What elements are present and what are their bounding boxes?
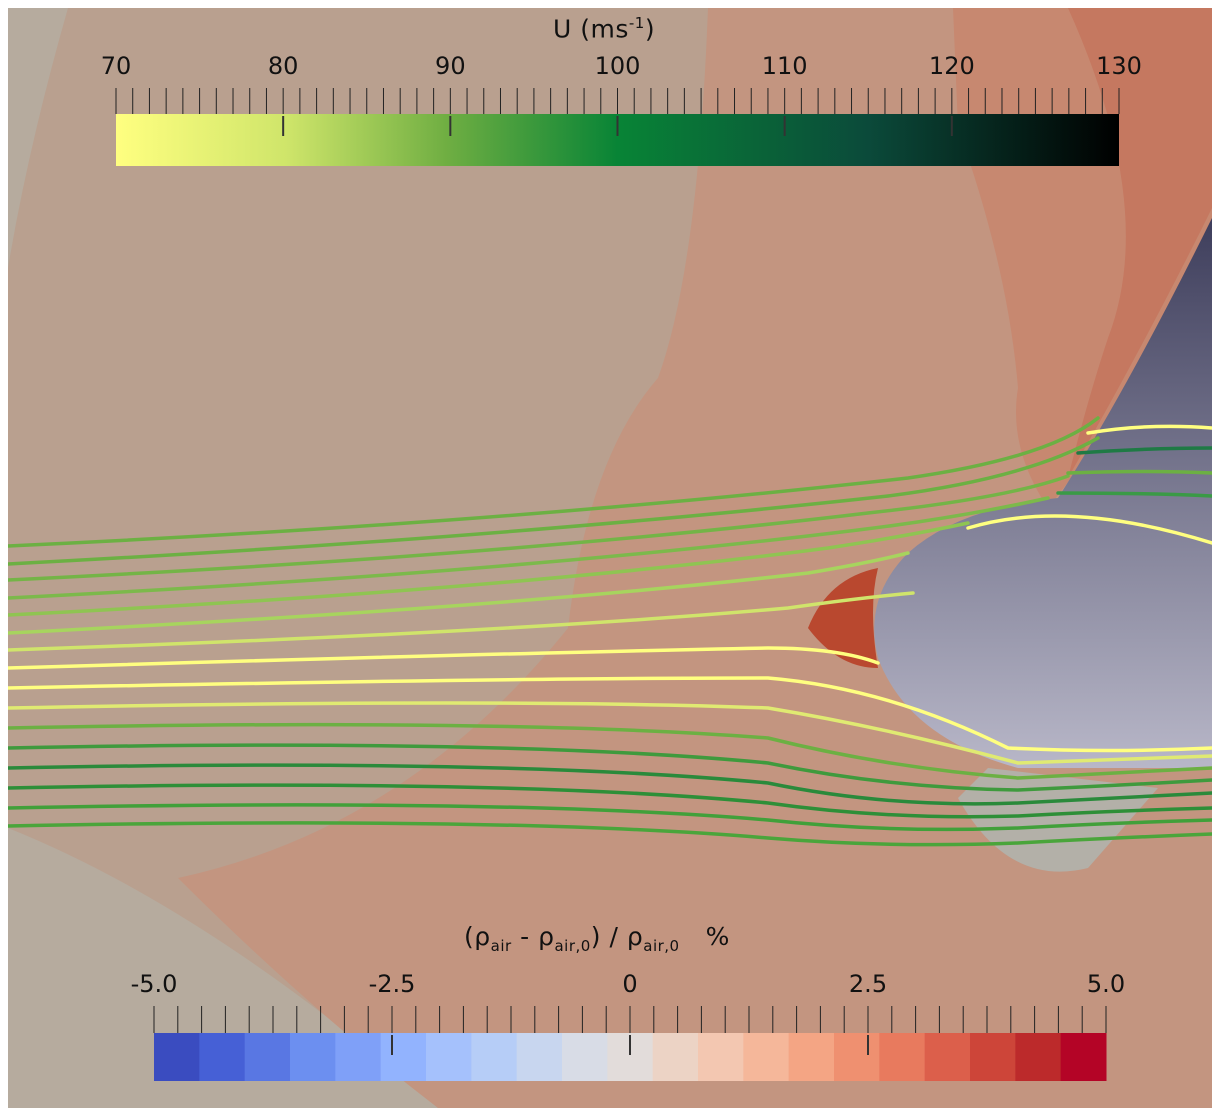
velocity-tick-label: 130 bbox=[1096, 52, 1142, 80]
figure-frame: U (ms-1) 70 80 90 100 110 120 130 (ρair - ρair… bbox=[8, 8, 1212, 1108]
streamline bbox=[1086, 424, 1212, 435]
density-colorbar-title: (ρair - ρair,0) / ρair,0% bbox=[464, 922, 730, 955]
streamline bbox=[8, 551, 910, 635]
density-colorbar-band bbox=[652, 1033, 699, 1081]
streamline bbox=[8, 474, 1070, 582]
streamline bbox=[8, 646, 880, 670]
density-colorbar-band bbox=[698, 1033, 744, 1081]
gray-region-under-foil bbox=[958, 768, 1158, 872]
density-colorbar-band bbox=[562, 1033, 608, 1081]
streamlines bbox=[8, 416, 1212, 847]
density-tick-label: 2.5 bbox=[848, 970, 888, 998]
flow-field-image bbox=[8, 8, 1212, 1108]
density-colorbar-band bbox=[290, 1033, 336, 1081]
velocity-tick-label: 120 bbox=[928, 52, 975, 80]
density-colorbar-band bbox=[335, 1033, 382, 1081]
density-colorbar-bands bbox=[154, 1033, 1107, 1081]
gray-region-left bbox=[8, 8, 68, 268]
velocity-colorbar bbox=[115, 88, 1120, 166]
density-tick-label: 0 bbox=[622, 970, 638, 998]
streamline bbox=[8, 763, 1212, 806]
streamline bbox=[1066, 469, 1212, 475]
streamline bbox=[8, 436, 1100, 566]
density-colorbar-band bbox=[970, 1033, 1016, 1081]
positive-density-region bbox=[178, 8, 1212, 1108]
density-colorbar-band bbox=[426, 1033, 472, 1081]
density-colorbar-band bbox=[924, 1033, 971, 1081]
density-colorbar-band bbox=[788, 1033, 835, 1081]
streamline bbox=[8, 722, 1212, 780]
streamline bbox=[8, 803, 1212, 832]
density-colorbar-band bbox=[516, 1033, 563, 1081]
streamline bbox=[1056, 491, 1212, 498]
shock-region-dark bbox=[1068, 8, 1212, 478]
velocity-tick-label: 70 bbox=[100, 52, 132, 80]
density-colorbar-band bbox=[1060, 1033, 1107, 1081]
streamline bbox=[966, 514, 1212, 545]
density-colorbar-band bbox=[380, 1033, 427, 1081]
velocity-colorbar-ticks bbox=[115, 88, 1120, 136]
density-tick-label: -2.5 bbox=[368, 970, 416, 998]
density-colorbar-band bbox=[154, 1033, 200, 1081]
velocity-tick-label: 90 bbox=[435, 52, 466, 80]
density-colorbar-band bbox=[471, 1033, 518, 1081]
density-colorbar-band bbox=[879, 1033, 926, 1081]
density-colorbar-band bbox=[834, 1033, 880, 1081]
streamline bbox=[8, 496, 1050, 600]
streamline bbox=[8, 416, 1100, 548]
streamline bbox=[8, 521, 970, 617]
velocity-tick-label: 80 bbox=[267, 52, 299, 80]
airfoil-body bbox=[874, 218, 1212, 768]
density-colorbar-band bbox=[199, 1033, 246, 1081]
stagnation-region bbox=[808, 568, 878, 668]
velocity-tick-label: 110 bbox=[761, 52, 808, 80]
streamline bbox=[8, 701, 1212, 765]
density-colorbar-ticks bbox=[153, 1006, 1107, 1055]
streamline bbox=[8, 676, 1212, 753]
streamline bbox=[8, 743, 1212, 792]
streamline bbox=[8, 591, 915, 652]
velocity-tick-label: 100 bbox=[594, 52, 641, 80]
streamline bbox=[1076, 446, 1212, 455]
density-colorbar-band bbox=[743, 1033, 790, 1081]
streamline bbox=[8, 783, 1212, 819]
density-tick-label: 5.0 bbox=[1086, 970, 1126, 998]
streamline bbox=[8, 821, 1212, 847]
density-colorbar-band bbox=[1015, 1033, 1062, 1081]
density-colorbar-band bbox=[244, 1033, 291, 1081]
density-tick-label: -5.0 bbox=[130, 970, 178, 998]
density-colorbar bbox=[153, 1006, 1107, 1081]
velocity-colorbar-title: U (ms-1) bbox=[553, 14, 656, 44]
